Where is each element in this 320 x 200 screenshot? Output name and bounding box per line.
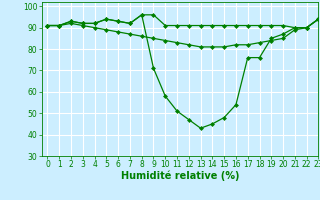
- X-axis label: Humidité relative (%): Humidité relative (%): [121, 171, 239, 181]
